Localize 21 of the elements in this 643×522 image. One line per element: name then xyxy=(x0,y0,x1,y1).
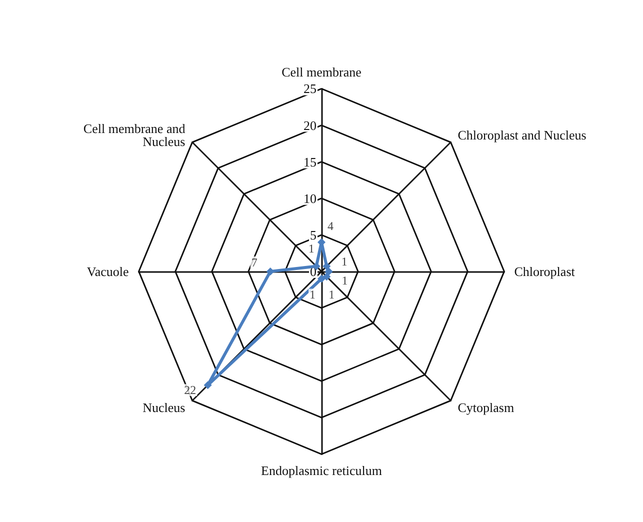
data-label: 1 xyxy=(328,287,335,302)
spoke-label: Cell membrane and Nucleus xyxy=(83,121,186,150)
data-label: 1 xyxy=(308,242,314,256)
y-tick-label: 20 xyxy=(304,118,316,133)
y-tick-label: 5 xyxy=(310,227,316,242)
spoke-label: Nucleus xyxy=(142,400,186,416)
data-label: 1 xyxy=(341,254,348,268)
data-label: 1 xyxy=(310,288,316,302)
spoke-label: Endoplasmic reticulum xyxy=(261,463,382,478)
spoke-label: Vacuole xyxy=(86,264,130,279)
data-label: 4 xyxy=(328,219,334,234)
data-label: 1 xyxy=(342,273,348,288)
spoke-label: Cell membrane xyxy=(282,64,362,80)
y-tick-label: 10 xyxy=(304,190,316,206)
y-tick-label: 25 xyxy=(304,81,316,96)
spoke-label: Chloroplast and Nucleus xyxy=(458,128,586,143)
data-label: 22 xyxy=(184,383,196,398)
data-label: 7 xyxy=(251,255,258,270)
spoke-label: Chloroplast xyxy=(514,264,576,279)
spoke-label: Cytoplasm xyxy=(458,400,514,416)
y-tick-label: 15 xyxy=(304,154,316,170)
